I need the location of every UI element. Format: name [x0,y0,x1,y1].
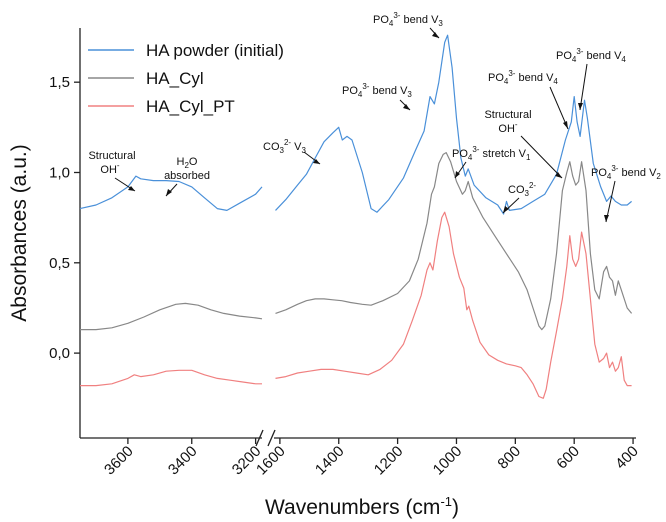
legend: HA powder (initial) HA_Cyl HA_Cyl_PT [88,41,284,116]
series-line-ha-powder-initial-right [275,34,632,215]
x-tick-label: 400 [612,443,642,473]
series-line-ha-cyl-pt-right [275,211,632,399]
annotation-po4-v3-top: PO43- bend V3 [373,11,443,39]
y-tick-label: 0,0 [49,345,70,362]
svg-text:PO43- bend V3: PO43- bend V3 [342,82,412,99]
y-tick-label: 1,5 [49,74,70,91]
series-line-ha-cyl-pt-left [80,369,262,387]
x-tick-label: 600 [553,443,583,473]
legend-label-ha-cyl-pt: HA_Cyl_PT [146,97,235,116]
svg-text:PO43- bend V3: PO43- bend V3 [373,11,443,28]
svg-text:CO32- V3: CO32- V3 [263,138,306,155]
annotation-structural-oh-left: Structural OH- [88,150,136,192]
svg-text:OH-: OH- [100,161,120,176]
annotation-structural-oh-right: Structural OH- [484,109,563,179]
y-axis: 0,0 0,5 1,0 1,5 [49,74,80,362]
y-tick-label: 1,0 [49,164,70,181]
axes-frame [79,28,636,439]
legend-label-ha-cyl: HA_Cyl [146,69,204,88]
x-axis-title: Wavenumbers (cm-1) [265,494,459,519]
x-tick-label: 3600 [101,443,137,479]
x-tick-label: 3400 [165,443,201,479]
legend-label-ha-powder: HA powder (initial) [146,41,284,60]
svg-text:PO43- bend V4: PO43- bend V4 [488,69,558,86]
annotations: Structural OH- H2O absorbed CO32- V3 PO4… [88,11,661,223]
x-tick-label: 1200 [371,443,407,479]
annotation-co3-v3: CO32- V3 [263,138,321,165]
svg-text:PO43- bend V4: PO43- bend V4 [556,47,626,64]
annotation-h2o: H2O absorbed [164,156,210,197]
y-axis-title: Absorbances (a.u.) [8,144,31,321]
x-tick-label: 1600 [253,443,289,479]
x-tick-label: 1400 [312,443,348,479]
annotation-co3: CO32- [502,181,536,214]
svg-text:Structural: Structural [484,109,531,121]
axis-break-mark [255,429,276,447]
series-line-ha-cyl-right [275,152,633,331]
svg-text:CO32-: CO32- [508,181,536,198]
annotation-po4-v4-b: PO43- bend V4 [556,47,626,111]
annotation-po4-v3-left: PO43- bend V3 [342,82,412,111]
svg-text:PO43- bend V2: PO43- bend V2 [591,164,661,181]
annotation-po4-v1: PO43- stretch V1 [452,145,531,179]
y-tick-label: 0,5 [49,255,70,272]
svg-text:PO43- stretch V1: PO43- stretch V1 [452,145,531,162]
series-line-ha-powder-initial-left [79,175,263,211]
series-layer [79,34,633,399]
x-tick-label: 800 [494,443,524,473]
annotation-po4-v2: PO43- bend V2 [591,164,661,223]
svg-text:Structural: Structural [88,150,135,162]
svg-text:H2O: H2O [177,156,198,170]
x-tick-label: 1000 [430,443,466,479]
svg-text:OH-: OH- [498,120,518,135]
series-line-ha-cyl-left [80,302,263,331]
svg-text:absorbed: absorbed [164,170,210,182]
